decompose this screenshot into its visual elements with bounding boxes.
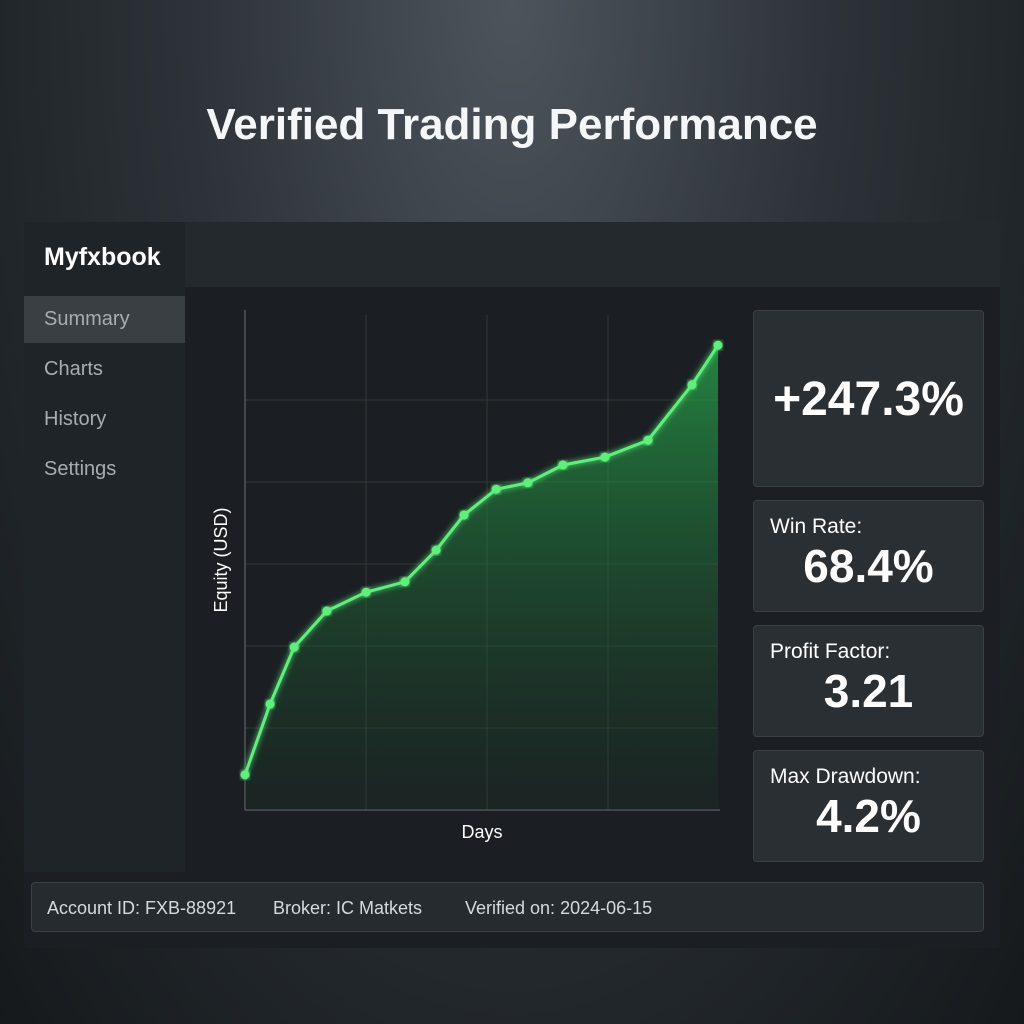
- footer-item: Verified on: 2024-06-15: [465, 898, 653, 918]
- footer-item: Account ID: FXB-88921: [47, 898, 237, 918]
- stat-value: 3.21: [823, 665, 914, 717]
- stat-value: 68.4%: [803, 540, 934, 592]
- top-bar: [185, 222, 1000, 287]
- stat-label: Win Rate:: [770, 515, 863, 538]
- point: [558, 460, 568, 470]
- nav-item[interactable]: History: [44, 408, 107, 430]
- point: [491, 484, 501, 494]
- stat-card: +247.3%: [753, 310, 984, 487]
- nav-item[interactable]: Settings: [44, 458, 117, 480]
- stat-card: Max Drawdown: 4.2%: [753, 750, 984, 862]
- point: [322, 606, 332, 616]
- chart: Equity (USD) Days: [211, 310, 723, 842]
- point: [431, 545, 441, 555]
- stat-card: Win Rate: 68.4%: [753, 500, 984, 612]
- nav-item[interactable]: Summary: [24, 296, 185, 343]
- y-axis-label: Equity (USD): [211, 507, 231, 612]
- x-axis-label: Days: [461, 822, 502, 842]
- point: [523, 478, 533, 488]
- point: [687, 380, 697, 390]
- point: [361, 587, 371, 597]
- point: [400, 577, 410, 587]
- stat-label: Max Drawdown:: [770, 765, 921, 788]
- point: [240, 770, 250, 780]
- stat-value: 4.2%: [816, 790, 921, 842]
- stat-card: Profit Factor: 3.21: [753, 625, 984, 737]
- stat-value: +247.3%: [773, 373, 964, 426]
- brand: Myfxbook: [44, 243, 161, 271]
- point: [600, 452, 610, 462]
- footer: Account ID: FXB-88921 Broker: IC Matkets V…: [31, 882, 984, 932]
- stat-label: Profit Factor:: [770, 640, 891, 663]
- page-title: Verified Trading Performance: [206, 100, 818, 149]
- area: [245, 345, 718, 810]
- nav-item[interactable]: Charts: [44, 358, 103, 380]
- point: [643, 435, 653, 445]
- point: [289, 642, 299, 652]
- point: [459, 510, 469, 520]
- point: [265, 699, 275, 709]
- point: [713, 340, 723, 350]
- footer-item: Broker: IC Matkets: [273, 898, 423, 918]
